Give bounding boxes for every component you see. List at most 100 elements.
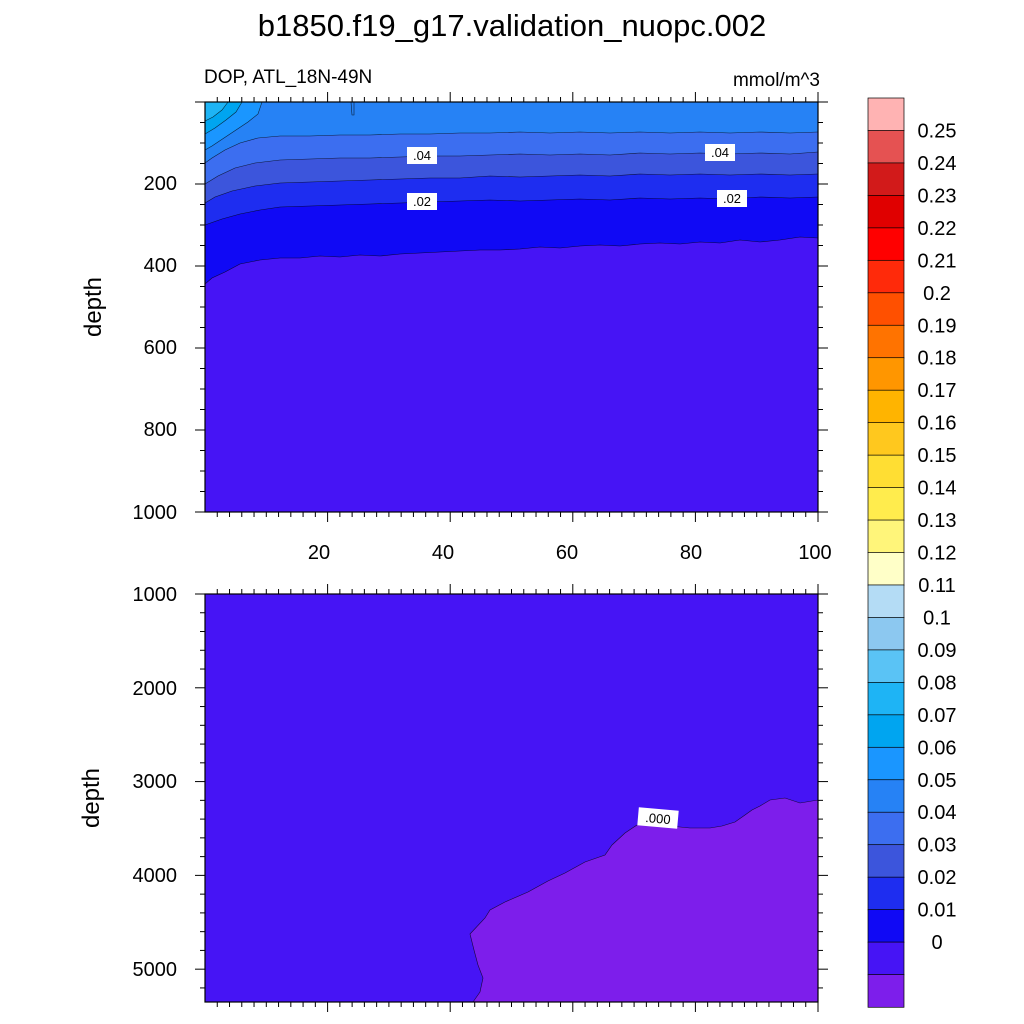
colorbar-box xyxy=(867,909,905,943)
lower-y-tick-label-4000: 4000 xyxy=(133,865,178,887)
contour-band-0.08 xyxy=(205,102,228,121)
colorbar-label: 0 xyxy=(931,932,942,954)
colorbar-label: 0.18 xyxy=(918,348,957,370)
colorbar-box xyxy=(867,584,905,619)
colorbar-box xyxy=(867,519,905,554)
colorbar-box xyxy=(867,746,905,781)
upper-x-tick-label-40: 40 xyxy=(432,542,454,564)
upper-contour-label-3: .02 xyxy=(407,193,437,210)
colorbar: 0.25 0.24 0.23 0.22 0.21 0.2 0.19 0.18 0.17 0.16 0… xyxy=(867,97,957,1008)
colorbar-label: 0.08 xyxy=(918,672,957,694)
upper-x-tick-label-60: 60 xyxy=(556,542,578,564)
lower-tick-marks xyxy=(195,584,828,1012)
colorbar-label: 0.23 xyxy=(918,185,957,207)
colorbar-label: 0.25 xyxy=(918,121,957,143)
units-label: mmol/m^3 xyxy=(733,70,820,91)
colorbar-label: 0.16 xyxy=(918,413,957,435)
colorbar-box xyxy=(867,552,905,586)
chart-title: b1850.f19_g17.validation_nuopc.002 xyxy=(258,8,767,43)
colorbar-boxes xyxy=(867,97,905,1008)
contour-band-0.05 xyxy=(205,102,818,163)
upper-contour-label-3-text: .02 xyxy=(413,194,431,209)
upper-contour-label-1-text: .04 xyxy=(413,148,431,163)
upper-contour-label-4: .02 xyxy=(717,190,747,207)
colorbar-label: 0.24 xyxy=(918,153,957,175)
upper-y-tick-label-800: 800 xyxy=(144,419,177,441)
colorbar-box xyxy=(867,876,905,911)
colorbar-label: 0.06 xyxy=(918,737,957,759)
lower-contour-label-1: .000 xyxy=(637,807,679,829)
upper-y-tick-label-400: 400 xyxy=(144,255,177,277)
colorbar-labels: 0.25 0.24 0.23 0.22 0.21 0.2 0.19 0.18 0.17 0.16 0… xyxy=(918,121,957,955)
lower-y-tick-label-3000: 3000 xyxy=(133,771,178,793)
colorbar-label: 0.01 xyxy=(918,900,957,922)
upper-x-tick-label-20: 20 xyxy=(308,542,330,564)
colorbar-label: 0.22 xyxy=(918,218,957,240)
colorbar-box xyxy=(867,811,905,846)
colorbar-label: 0.15 xyxy=(918,445,957,467)
colorbar-label: 0.13 xyxy=(918,510,957,532)
colorbar-label: 0.07 xyxy=(918,705,957,727)
colorbar-box xyxy=(867,649,905,684)
colorbar-box xyxy=(867,324,905,359)
contour-line-0.07 xyxy=(204,101,243,135)
upper-contour-label-2-text: .04 xyxy=(711,145,729,160)
contour-line-0.02 xyxy=(204,196,819,226)
colorbar-label: 0.14 xyxy=(918,478,957,500)
colorbar-box xyxy=(867,195,905,229)
colorbar-label: 0.11 xyxy=(918,575,955,597)
colorbar-label: 0.09 xyxy=(918,640,957,662)
colorbar-label: 0.02 xyxy=(918,867,957,889)
upper-y-tick-label-200: 200 xyxy=(144,173,177,195)
colorbar-box xyxy=(867,714,905,748)
colorbar-label: 0.17 xyxy=(918,380,957,402)
upper-y-tick-label-1000: 1000 xyxy=(133,502,178,524)
colorbar-box xyxy=(867,422,905,456)
colorbar-label: 0.05 xyxy=(918,770,957,792)
colorbar-label: 0.21 xyxy=(918,250,957,272)
colorbar-label: 0.2 xyxy=(923,283,951,305)
colorbar-box xyxy=(867,227,905,261)
upper-contour-label-4-text: .02 xyxy=(723,191,741,206)
contour-line-0.03 xyxy=(204,173,819,204)
colorbar-box xyxy=(867,617,905,651)
colorbar-box xyxy=(867,357,905,391)
contour-line-0.08 xyxy=(204,101,229,122)
contour-line-0.05 xyxy=(204,131,819,164)
contour-line-0.06 xyxy=(204,101,263,151)
colorbar-box xyxy=(867,487,905,521)
colorbar-box xyxy=(867,259,905,294)
contour-band-0 xyxy=(470,798,818,1002)
colorbar-label: 0.04 xyxy=(918,802,957,824)
upper-y-axis-label: depth xyxy=(80,277,107,337)
colorbar-box xyxy=(867,941,905,976)
upper-x-tick-label-100: 100 xyxy=(798,542,831,564)
colorbar-label: 0.19 xyxy=(918,315,957,337)
lower-contour-label-1-text: .000 xyxy=(645,810,672,827)
contour-line-spike xyxy=(350,101,355,116)
colorbar-box xyxy=(867,162,905,197)
upper-contour-label-1: .04 xyxy=(407,147,437,164)
upper-panel: .04 .04 .02 .02 200 400 600 800 1000 20 … xyxy=(80,92,832,564)
upper-y-tick-label-600: 600 xyxy=(144,337,177,359)
colorbar-box xyxy=(867,844,905,878)
upper-tick-marks xyxy=(195,92,828,522)
colorbar-box xyxy=(867,130,905,164)
colorbar-label: 0.1 xyxy=(923,607,951,629)
colorbar-box xyxy=(867,974,905,1008)
colorbar-box xyxy=(867,682,905,716)
colorbar-box xyxy=(867,97,905,132)
upper-contour-label-2: .04 xyxy=(705,144,735,161)
colorbar-box xyxy=(867,292,905,326)
upper-x-tick-label-80: 80 xyxy=(680,542,702,564)
variable-label: DOP, ATL_18N-49N xyxy=(204,67,372,88)
colorbar-box xyxy=(867,779,905,813)
lower-y-tick-label-1000: 1000 xyxy=(133,584,178,606)
colorbar-box xyxy=(867,454,905,489)
lower-y-tick-label-2000: 2000 xyxy=(133,678,178,700)
colorbar-label: 0.03 xyxy=(918,835,957,857)
colorbar-label: 0.12 xyxy=(918,543,957,565)
lower-y-axis-label: depth xyxy=(78,768,105,828)
colorbar-box xyxy=(867,389,905,424)
